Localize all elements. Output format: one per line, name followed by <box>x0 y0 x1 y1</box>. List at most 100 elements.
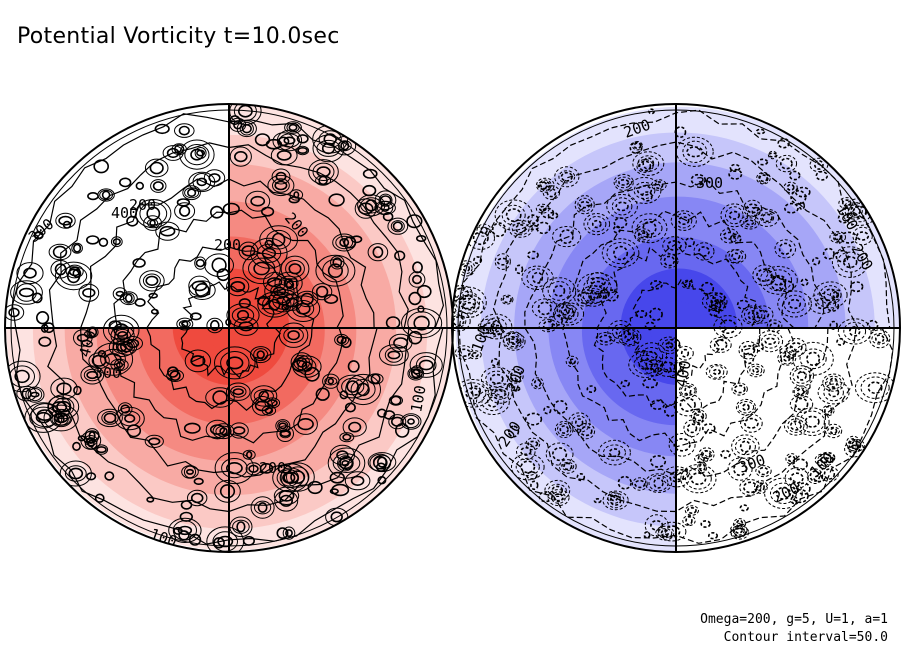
eddy-ring <box>146 206 161 221</box>
eddy-ring <box>552 226 582 248</box>
left-inner-rim <box>10 109 448 547</box>
eddy-ring <box>284 121 302 134</box>
eddy-ring <box>318 130 342 148</box>
eddy-ring <box>392 221 403 231</box>
eddy-ring <box>254 133 271 147</box>
eddy-ring <box>387 350 401 360</box>
eddy-ring <box>743 217 757 228</box>
eddy-ring <box>785 453 798 465</box>
eddy-ring <box>815 170 829 181</box>
eddy-ring <box>181 465 199 479</box>
eddy-ring <box>234 151 248 163</box>
right-inner-rim <box>457 109 895 547</box>
eddy-ring <box>220 351 250 375</box>
eddy-ring <box>794 397 809 411</box>
eddy-ring <box>770 276 787 291</box>
eddy-ring <box>660 253 679 269</box>
eddy-ring <box>783 181 798 194</box>
eddy-ring <box>21 387 32 400</box>
eddy-ring <box>675 212 693 229</box>
eddy-ring <box>799 348 827 370</box>
eddy-ring <box>208 173 221 183</box>
eddy-ring <box>556 423 572 436</box>
eddy-ring <box>115 290 125 297</box>
eddy-ring <box>455 291 481 314</box>
eddy-ring <box>452 286 487 318</box>
eddy-ring <box>330 255 345 270</box>
eddy-ring <box>154 123 170 135</box>
eddy-ring <box>177 525 193 536</box>
eddy-ring <box>203 169 226 187</box>
eddy-ring <box>841 199 852 207</box>
eddy-ring <box>813 474 826 483</box>
eddy-ring <box>813 281 848 309</box>
eddy-ring <box>308 159 339 185</box>
eddy-ring <box>188 275 211 297</box>
eddy-ring <box>276 527 289 539</box>
eddy-ring <box>415 355 437 375</box>
eddy-ring <box>685 515 693 526</box>
eddy-ring <box>239 121 254 136</box>
eddy-ring <box>642 378 658 389</box>
eddy-ring <box>210 319 220 332</box>
eddy-ring <box>657 528 673 539</box>
eddy-ring <box>683 280 691 288</box>
eddy-ring <box>195 258 205 268</box>
eddy-ring <box>731 252 741 261</box>
eddy-ring <box>824 405 833 416</box>
eddy-ring <box>709 365 725 379</box>
eddy-ring <box>479 313 513 340</box>
eddy-ring <box>739 479 762 496</box>
eddy-ring <box>620 379 630 388</box>
eddy-ring <box>558 170 576 184</box>
eddy-ring <box>230 281 246 293</box>
eddy-ring <box>174 202 196 221</box>
eddy-ring <box>787 418 805 433</box>
eddy-ring <box>837 251 864 273</box>
eddy-ring <box>835 249 849 263</box>
eddy-ring <box>847 444 861 454</box>
eddy-ring <box>554 166 580 188</box>
contour-label: 300 <box>696 174 723 192</box>
eddy-ring <box>316 166 331 178</box>
eddy-ring <box>869 329 891 349</box>
eddy-ring <box>842 256 858 269</box>
eddy-ring <box>784 202 799 214</box>
parameters-note: Omega=200, g=5, U=1, a=1 <box>700 612 888 627</box>
eddy-ring <box>613 245 629 261</box>
eddy-ring <box>135 199 172 229</box>
eddy-ring <box>190 492 204 504</box>
eddy-ring <box>30 403 60 428</box>
eddy-ring <box>176 317 194 331</box>
eddy-ring <box>139 202 168 226</box>
eddy-ring <box>418 359 434 371</box>
eddy-ring <box>238 321 254 332</box>
eddy-ring <box>146 496 155 503</box>
eddy-ring <box>739 440 751 453</box>
eddy-ring <box>668 433 696 457</box>
eddy-ring <box>692 414 704 425</box>
eddy-ring <box>375 462 387 472</box>
eddy-ring <box>796 388 805 396</box>
eddy-ring <box>230 385 247 398</box>
eddy-ring <box>290 470 306 484</box>
eddy-ring <box>739 504 749 512</box>
eddy-ring <box>73 329 93 347</box>
eddy-ring <box>649 454 667 468</box>
eddy-ring <box>686 423 698 434</box>
eddy-ring <box>54 261 93 291</box>
eddy-ring <box>636 159 654 173</box>
eddy-ring <box>184 349 212 373</box>
eddy-ring <box>547 211 559 220</box>
eddy-ring <box>462 301 476 311</box>
eddy-ring <box>829 377 838 388</box>
eddy-ring <box>277 420 289 431</box>
eddy-ring <box>521 265 554 290</box>
eddy-ring <box>162 145 184 161</box>
eddy-ring <box>505 208 522 222</box>
eddy-ring <box>490 320 502 333</box>
eddy-ring <box>466 226 495 250</box>
eddy-ring <box>603 444 626 461</box>
eddy-ring <box>409 352 443 378</box>
eddy-ring <box>874 334 885 344</box>
